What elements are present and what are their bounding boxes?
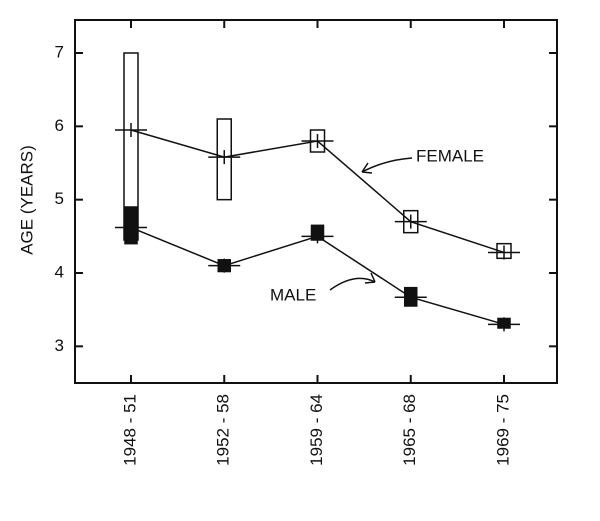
x-tick-label: 1959 - 64	[307, 394, 326, 466]
mean-marker	[208, 150, 241, 165]
x-tick-label: 1965 - 68	[400, 394, 419, 466]
mean-marker	[394, 214, 427, 229]
mean-marker	[394, 290, 427, 305]
x-tick-label: 1952 - 58	[214, 394, 233, 466]
mean-marker	[208, 258, 241, 273]
y-axis-label: AGE (YEARS)	[17, 145, 36, 255]
male-arrow	[329, 272, 376, 291]
y-tick-label: 4	[55, 262, 64, 281]
mean-marker	[488, 317, 520, 332]
x-tick-label: 1969 - 75	[493, 394, 512, 466]
y-tick-label: 7	[55, 42, 64, 61]
mean-marker	[115, 220, 147, 235]
plot-frame	[74, 19, 558, 384]
y-tick-label: 5	[55, 189, 64, 208]
mean-marker	[488, 245, 520, 260]
series-label: FEMALE	[416, 146, 484, 165]
female-arrow	[361, 157, 413, 174]
series-label: MALE	[270, 285, 316, 304]
y-tick-label: 6	[55, 116, 64, 135]
mean-marker	[115, 123, 147, 137]
x-tick-label: 1948 - 51	[120, 394, 139, 466]
y-tick-label: 3	[55, 336, 64, 355]
mean-marker	[301, 229, 334, 244]
mean-marker	[301, 134, 334, 148]
